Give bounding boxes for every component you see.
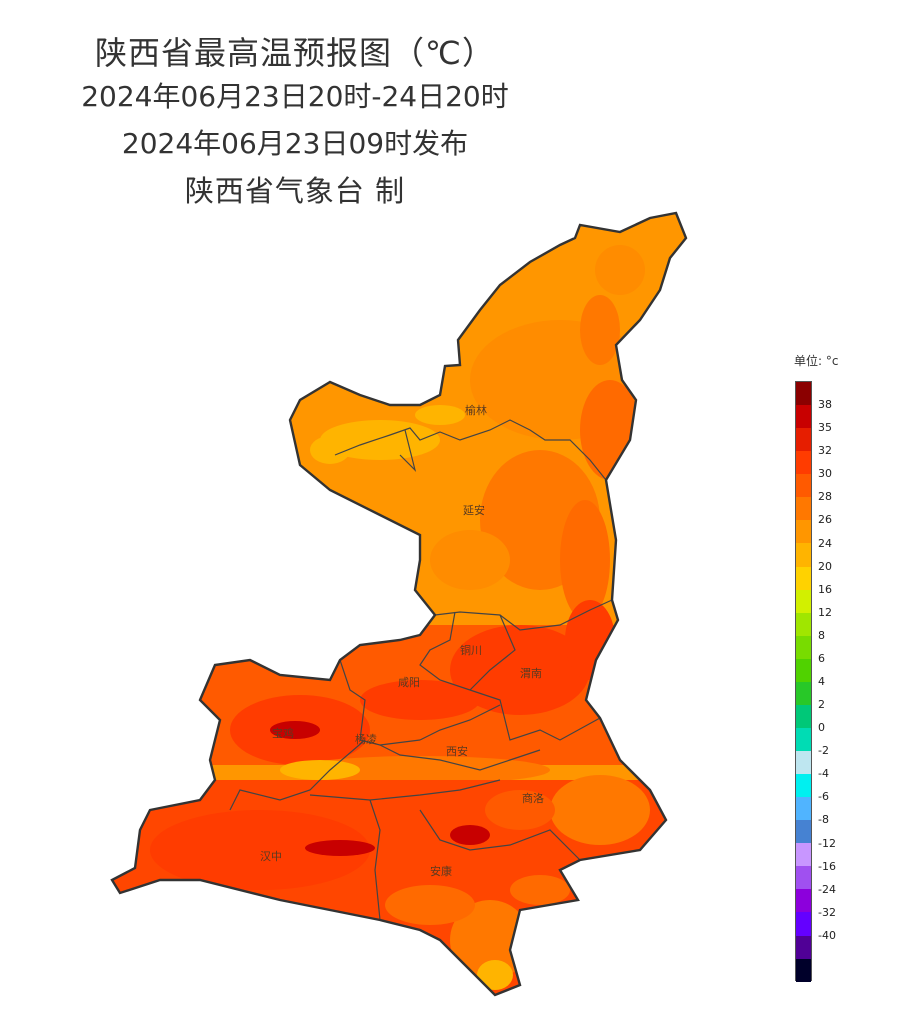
city-label-xian: 西安: [446, 744, 468, 758]
legend-swatch: [796, 474, 811, 498]
legend-label: 16: [818, 582, 832, 596]
legend-label: -4: [818, 767, 829, 781]
legend-swatch: [796, 451, 811, 475]
legend-swatch: [796, 866, 811, 890]
legend-swatch: [796, 889, 811, 913]
issuer: 陕西省气象台 制: [184, 174, 406, 208]
forecast-period: 2024年06月23日20时-24日20时: [81, 80, 509, 113]
legend-label: -2: [818, 744, 829, 758]
map-title: 陕西省最高温预报图（℃）: [95, 34, 495, 72]
city-label-weinan: 渭南: [520, 667, 542, 680]
legend-swatch: [796, 635, 811, 659]
city-label-shangluo: 商洛: [522, 791, 544, 805]
issue-time: 2024年06月23日09时发布: [121, 127, 469, 160]
legend-swatch: [796, 405, 811, 429]
city-label-hanzhong: 汉中: [260, 850, 282, 863]
legend-label: 26: [818, 513, 832, 527]
legend-label: 8: [818, 628, 825, 642]
legend-label: -12: [818, 836, 836, 850]
legend-swatch: [796, 543, 811, 567]
legend-swatch: [796, 658, 811, 682]
legend-label: 28: [818, 490, 832, 504]
legend-label: -40: [818, 928, 836, 942]
legend-label: 0: [818, 721, 825, 735]
legend-swatch: [796, 820, 811, 844]
legend-swatch: [796, 428, 811, 452]
city-label-yangling: 杨凌: [355, 732, 377, 746]
city-label-yanan: 延安: [463, 503, 485, 517]
legend-label: -24: [818, 882, 836, 896]
legend-swatch: [796, 797, 811, 821]
legend-label: 38: [818, 398, 832, 412]
legend-unit: 单位: °c: [794, 354, 839, 368]
legend-label: -16: [818, 859, 836, 873]
legend-label: 6: [818, 651, 825, 665]
legend-label: -8: [818, 813, 829, 827]
city-label-ankang: 安康: [430, 864, 452, 878]
legend-label: 35: [818, 421, 832, 435]
legend-swatch: [796, 958, 811, 982]
city-label-baoji: 宝鸡: [272, 726, 294, 740]
legend-swatch: [796, 751, 811, 775]
legend-swatch: [796, 681, 811, 705]
legend-swatch: [796, 912, 811, 936]
legend-swatch: [796, 727, 811, 751]
city-label-tongchuan: 铜川: [460, 643, 482, 657]
legend-swatch: [796, 520, 811, 544]
legend-swatch: [796, 497, 811, 521]
legend-swatch: [796, 589, 811, 613]
legend-swatch: [796, 382, 811, 406]
legend-label: 32: [818, 444, 832, 458]
legend-label: 24: [818, 536, 832, 550]
legend-swatch: [796, 843, 811, 867]
legend-label: 2: [818, 698, 825, 712]
legend-label: 20: [818, 559, 832, 573]
city-label-yulin: 榆林: [465, 403, 487, 417]
legend-swatch: [796, 566, 811, 590]
city-boundaries: [229, 419, 613, 921]
legend-label: 30: [818, 467, 832, 481]
color-scale-bar: [795, 381, 812, 982]
legend-swatch: [796, 774, 811, 798]
legend-label: -32: [818, 905, 836, 919]
city-labels: 榆林 延安 铜川 咸阳 渭南 宝鸡 杨凌 西安 商洛 汉中 安康: [260, 403, 544, 878]
legend-swatch: [796, 612, 811, 636]
city-label-xianyang: 咸阳: [398, 676, 420, 689]
legend-label: 4: [818, 675, 825, 688]
legend-label: -6: [818, 790, 829, 804]
legend-label: 12: [818, 605, 832, 619]
legend-swatch: [796, 704, 811, 728]
legend-swatch: [796, 935, 811, 959]
